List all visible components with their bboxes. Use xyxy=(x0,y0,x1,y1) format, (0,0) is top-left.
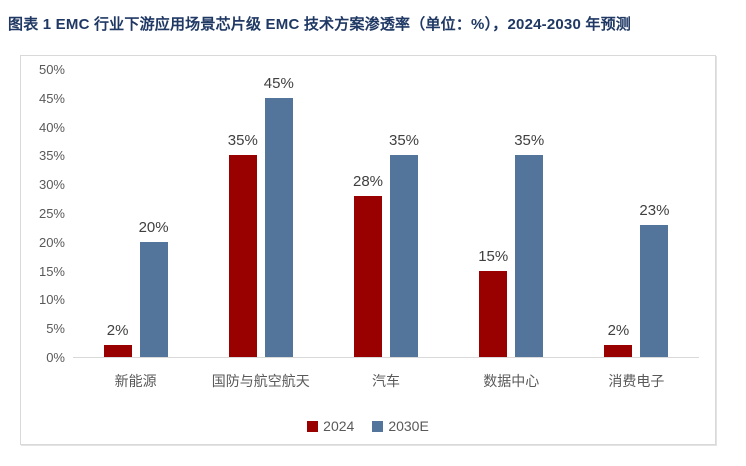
y-tick-label: 30% xyxy=(38,177,65,193)
legend-swatch-icon xyxy=(307,420,319,432)
legend-swatch-icon xyxy=(372,420,384,432)
bar-2024: 2% xyxy=(103,322,132,357)
plot-row: 50% 45% 40% 35% 30% 25% 20% 15% 10% 5% 0% 2% 20% 35%… xyxy=(21,56,715,365)
bar-group: 15% 35% xyxy=(449,70,574,357)
y-tick-label: 50% xyxy=(38,62,65,77)
chart-container: 50% 45% 40% 35% 30% 25% 20% 15% 10% 5% 0% 2% 20% 35%… xyxy=(20,55,716,445)
legend: 2024 2030E xyxy=(21,418,715,434)
legend-label: 2030E xyxy=(388,418,429,434)
y-tick-label: 15% xyxy=(38,263,65,279)
bar-value-label: 35% xyxy=(388,132,420,150)
bar-group: 35% 45% xyxy=(198,70,323,357)
bar-2030E: 35% xyxy=(514,132,544,357)
bar-value-label: 2% xyxy=(607,322,630,340)
y-axis: 50% 45% 40% 35% 30% 25% 20% 15% 10% 5% 0% xyxy=(29,62,73,365)
chart-title: 图表 1 EMC 行业下游应用场景芯片级 EMC 技术方案渗透率（单位：%），2… xyxy=(8,16,631,33)
bar-value-label: 35% xyxy=(514,132,545,150)
bar-2024: 2% xyxy=(604,322,633,357)
bar-2030E: 45% xyxy=(264,75,294,357)
bar-2024: 15% xyxy=(478,248,508,357)
x-category-label: 新能源 xyxy=(114,373,157,389)
y-tick-label: 5% xyxy=(46,321,65,337)
x-category-label: 国防与航空航天 xyxy=(211,373,310,389)
plot-area: 2% 20% 35% 45% 28% 35% 15% 35% 2% 23% xyxy=(73,70,699,358)
bar-2030E: 23% xyxy=(639,202,669,357)
legend-item-2030E: 2030E xyxy=(372,418,429,434)
y-tick-label: 45% xyxy=(38,90,65,106)
y-tick-label: 20% xyxy=(38,234,65,250)
x-category-label: 消费电子 xyxy=(608,373,665,389)
bar-value-label: 28% xyxy=(352,172,384,190)
bar-group: 28% 35% xyxy=(323,70,448,357)
bar-group: 2% 23% xyxy=(574,70,699,357)
bar-2030E: 20% xyxy=(139,219,169,357)
bar-2024: 28% xyxy=(353,173,383,357)
y-tick-label: 25% xyxy=(38,206,65,221)
bar-value-label: 35% xyxy=(227,132,258,150)
y-tick-label: 10% xyxy=(38,292,65,308)
legend-item-2024: 2024 xyxy=(307,418,354,434)
y-tick-label: 35% xyxy=(38,148,65,164)
bar-value-label: 45% xyxy=(263,74,294,92)
legend-label: 2024 xyxy=(323,418,355,434)
bar-value-label: 2% xyxy=(106,322,129,340)
y-tick-label: 0% xyxy=(46,350,65,365)
bar-group: 2% 20% xyxy=(73,70,198,357)
y-tick-label: 40% xyxy=(38,119,65,135)
bar-2024: 35% xyxy=(228,132,258,357)
x-axis-labels: 新能源 国防与航空航天 汽车 数据中心 消费电子 xyxy=(73,371,699,391)
bar-value-label: 23% xyxy=(639,201,670,219)
bar-value-label: 15% xyxy=(478,247,509,265)
bar-value-label: 20% xyxy=(138,218,169,236)
x-category-label: 数据中心 xyxy=(483,373,540,389)
bar-2030E: 35% xyxy=(389,132,419,357)
x-category-label: 汽车 xyxy=(372,373,400,389)
